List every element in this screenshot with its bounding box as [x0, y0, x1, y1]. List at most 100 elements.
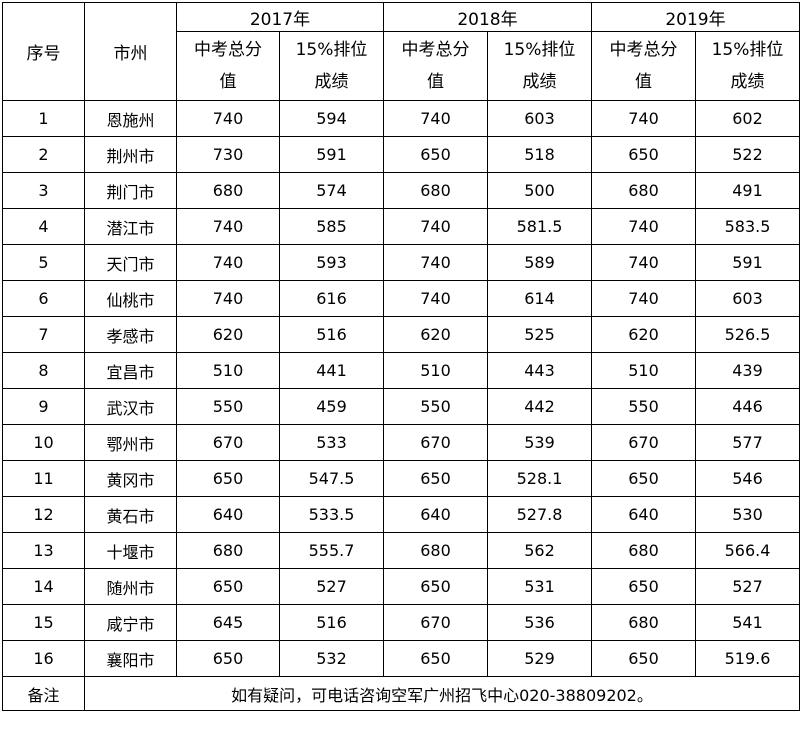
- rank-score-2018: 443: [487, 352, 592, 389]
- row-number: 14: [2, 568, 85, 605]
- total-score-2018: 670: [383, 604, 488, 641]
- total-score-2018: 680: [383, 532, 488, 569]
- header-year-2017: 2017年: [176, 2, 384, 32]
- note-text: 如有疑问，可电话咨询空军广州招飞中心020-38809202。: [84, 676, 800, 711]
- rank-score-2018: 529: [487, 640, 592, 677]
- header-rank-score-label: 15%排位 成绩: [711, 40, 784, 92]
- total-score-2018: 740: [383, 280, 488, 317]
- table-row: 2 荆州市 730 591 650 518 650 522: [2, 136, 800, 173]
- note-section: 备注 如有疑问，可电话咨询空军广州招飞中心020-38809202。: [2, 676, 800, 711]
- row-number: 13: [2, 532, 85, 569]
- rank-score-2017: 533.5: [279, 496, 384, 533]
- total-score-2017: 650: [176, 640, 280, 677]
- table-row: 11 黄冈市 650 547.5 650 528.1 650 546: [2, 460, 800, 497]
- city-name: 随州市: [84, 568, 177, 605]
- rank-score-2017: 547.5: [279, 460, 384, 497]
- total-score-2019: 650: [591, 460, 696, 497]
- rank-score-2019: 530: [695, 496, 800, 533]
- row-number: 10: [2, 424, 85, 461]
- row-number: 8: [2, 352, 85, 389]
- table-row: 7 孝感市 620 516 620 525 620 526.5: [2, 316, 800, 353]
- rank-score-2017: 574: [279, 172, 384, 209]
- row-number: 11: [2, 460, 85, 497]
- total-score-2018: 550: [383, 388, 488, 425]
- rank-score-2018: 536: [487, 604, 592, 641]
- city-name: 武汉市: [84, 388, 177, 425]
- header-rank-score-label: 15%排位 成绩: [503, 40, 576, 92]
- city-name: 荆州市: [84, 136, 177, 173]
- rank-score-2018: 562: [487, 532, 592, 569]
- rank-score-2017: 555.7: [279, 532, 384, 569]
- city-name: 恩施州: [84, 100, 177, 137]
- table-body: 序号 市州 2017年 2018年 2019年 中考总分 值 15%排位 成绩 …: [2, 2, 800, 101]
- total-score-2019: 740: [591, 208, 696, 245]
- total-score-2018: 650: [383, 460, 488, 497]
- total-score-2018: 740: [383, 244, 488, 281]
- city-name: 仙桃市: [84, 280, 177, 317]
- total-score-2017: 740: [176, 280, 280, 317]
- city-name: 襄阳市: [84, 640, 177, 677]
- total-score-2017: 680: [176, 172, 280, 209]
- total-score-2017: 640: [176, 496, 280, 533]
- header-rank-score-2018: 15%排位 成绩: [487, 31, 592, 101]
- table-row: 16 襄阳市 650 532 650 529 650 519.6: [2, 640, 800, 677]
- rank-score-2019: 522: [695, 136, 800, 173]
- city-name: 潜江市: [84, 208, 177, 245]
- rank-score-2019: 603: [695, 280, 800, 317]
- total-score-2019: 740: [591, 280, 696, 317]
- rank-score-2017: 593: [279, 244, 384, 281]
- total-score-2018: 740: [383, 208, 488, 245]
- table-row: 13 十堰市 680 555.7 680 562 680 566.4: [2, 532, 800, 569]
- total-score-2018: 650: [383, 136, 488, 173]
- row-number: 2: [2, 136, 85, 173]
- header-year-2019: 2019年: [591, 2, 800, 32]
- rank-score-2018: 527.8: [487, 496, 592, 533]
- row-number: 15: [2, 604, 85, 641]
- table-row: 9 武汉市 550 459 550 442 550 446: [2, 388, 800, 425]
- total-score-2019: 740: [591, 244, 696, 281]
- table-row: 3 荆门市 680 574 680 500 680 491: [2, 172, 800, 209]
- city-name: 天门市: [84, 244, 177, 281]
- total-score-2017: 645: [176, 604, 280, 641]
- total-score-2017: 730: [176, 136, 280, 173]
- city-name: 孝感市: [84, 316, 177, 353]
- row-number: 6: [2, 280, 85, 317]
- rank-score-2018: 500: [487, 172, 592, 209]
- total-score-2019: 680: [591, 172, 696, 209]
- header-total-score-2019: 中考总分 值: [591, 31, 696, 101]
- total-score-2019: 740: [591, 100, 696, 137]
- rank-score-2019: 566.4: [695, 532, 800, 569]
- total-score-2019: 650: [591, 568, 696, 605]
- table-row: 15 咸宁市 645 516 670 536 680 541: [2, 604, 800, 641]
- rank-score-2018: 589: [487, 244, 592, 281]
- row-number: 16: [2, 640, 85, 677]
- total-score-2018: 620: [383, 316, 488, 353]
- note-label: 备注: [2, 676, 85, 711]
- header-row-metrics: 中考总分 值 15%排位 成绩 中考总分 值 15%排位 成绩 中考总分 值 1…: [3, 31, 800, 101]
- city-name: 宜昌市: [84, 352, 177, 389]
- total-score-2017: 650: [176, 460, 280, 497]
- total-score-2019: 550: [591, 388, 696, 425]
- rank-score-2018: 603: [487, 100, 592, 137]
- rank-score-2018: 531: [487, 568, 592, 605]
- table-row: 1 恩施州 740 594 740 603 740 602: [2, 100, 800, 137]
- rank-score-2017: 591: [279, 136, 384, 173]
- rank-score-2018: 614: [487, 280, 592, 317]
- rank-score-2017: 533: [279, 424, 384, 461]
- header-total-score-2018: 中考总分 值: [383, 31, 488, 101]
- table-row: 6 仙桃市 740 616 740 614 740 603: [2, 280, 800, 317]
- rank-score-2019: 439: [695, 352, 800, 389]
- city-name: 十堰市: [84, 532, 177, 569]
- rank-score-2018: 518: [487, 136, 592, 173]
- header-rank-score-label: 15%排位 成绩: [295, 40, 368, 92]
- header-seq: 序号: [2, 2, 85, 101]
- total-score-2019: 510: [591, 352, 696, 389]
- table-row: 10 鄂州市 670 533 670 539 670 577: [2, 424, 800, 461]
- total-score-2017: 740: [176, 208, 280, 245]
- total-score-2018: 650: [383, 640, 488, 677]
- header-total-score-label: 中考总分 值: [609, 40, 678, 92]
- rank-score-2019: 491: [695, 172, 800, 209]
- rank-score-2018: 581.5: [487, 208, 592, 245]
- total-score-2017: 670: [176, 424, 280, 461]
- total-score-2017: 740: [176, 100, 280, 137]
